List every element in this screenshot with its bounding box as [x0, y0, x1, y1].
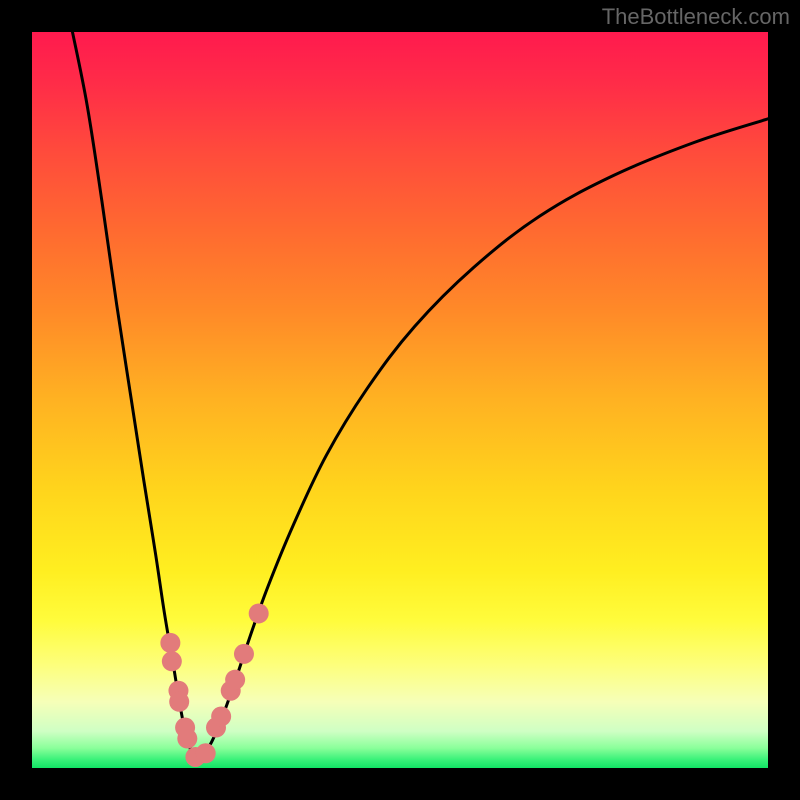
chart-svg [0, 0, 800, 800]
gradient-background [32, 32, 768, 768]
data-marker [169, 692, 189, 712]
chart-container: TheBottleneck.com [0, 0, 800, 800]
data-marker [160, 633, 180, 653]
data-marker [196, 743, 216, 763]
data-marker [249, 603, 269, 623]
data-marker [177, 729, 197, 749]
data-marker [211, 706, 231, 726]
data-marker [234, 644, 254, 664]
chart-border [0, 0, 32, 800]
chart-border [0, 768, 800, 800]
watermark-text: TheBottleneck.com [602, 4, 790, 30]
data-marker [162, 651, 182, 671]
data-marker [225, 670, 245, 690]
chart-border [768, 0, 800, 800]
